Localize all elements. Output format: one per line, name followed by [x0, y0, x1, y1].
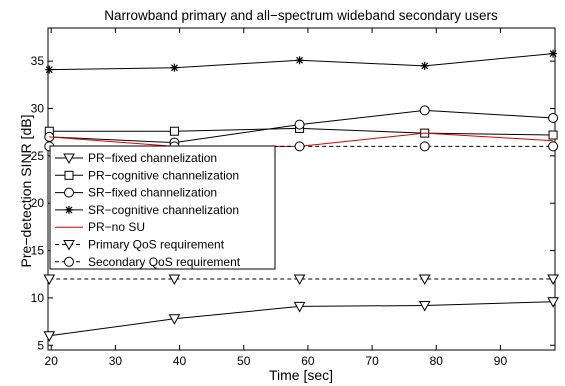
- legend-marker: [65, 205, 73, 214]
- y-tick-label: 15: [31, 244, 45, 258]
- legend-marker: [64, 187, 74, 198]
- data-point: [45, 65, 54, 74]
- data-point: [548, 130, 558, 140]
- legend-label: SR−fixed channelization: [88, 186, 217, 200]
- data-point: [43, 274, 56, 286]
- data-point: [419, 105, 430, 116]
- y-axis-label: Pre−detection SINR [dB]: [18, 115, 34, 268]
- x-tick-label: 20: [45, 354, 59, 368]
- data-point: [418, 274, 431, 286]
- y-tick-label: 20: [31, 196, 45, 210]
- chart-title: Narrowband primary and all−spectrum wide…: [104, 8, 498, 23]
- data-point: [43, 331, 56, 342]
- data-point: [294, 141, 305, 152]
- x-tick-label: 50: [237, 354, 251, 368]
- data-point: [170, 63, 179, 72]
- legend-marker: [64, 170, 74, 180]
- data-point: [420, 61, 429, 70]
- x-tick-label: 80: [430, 354, 444, 368]
- y-tick-label: 30: [31, 102, 45, 116]
- legend-marker: [64, 256, 74, 267]
- axes-frame: [47, 27, 556, 351]
- series-2: [44, 105, 559, 148]
- legend-label: PR−cognitive channelization: [88, 168, 239, 182]
- data-point: [294, 119, 305, 130]
- x-axis-label: Time [sec]: [269, 367, 333, 383]
- y-tick-label: 35: [31, 54, 45, 68]
- data-point: [548, 112, 559, 123]
- data-point: [419, 141, 430, 152]
- data-point: [168, 274, 181, 286]
- data-point: [548, 141, 559, 152]
- series-5: [43, 274, 559, 286]
- plot-area: 20 30 40 50 60 70 80 90 5 10 15 20 25 30 35: [31, 27, 559, 368]
- legend-label: Secondary QoS requirement: [88, 255, 241, 269]
- data-point: [293, 301, 306, 313]
- legend-label: Primary QoS requirement: [88, 238, 225, 252]
- legend-label: SR−cognitive channelization: [88, 203, 239, 217]
- x-tick-label: 30: [109, 354, 123, 368]
- data-point: [168, 314, 181, 325]
- legend-label: PR−no SU: [88, 220, 145, 234]
- data-point: [418, 300, 431, 312]
- legend: PR−fixed channelization PR−cognitive chan…: [49, 145, 276, 270]
- y-tick-label: 25: [31, 149, 45, 163]
- y-tick-label: 10: [31, 291, 45, 305]
- legend-box: [49, 145, 276, 270]
- data-point: [549, 49, 558, 58]
- data-point: [547, 297, 559, 308]
- data-point: [547, 274, 559, 286]
- x-tick-label: 40: [173, 354, 187, 368]
- legend-marker: [63, 153, 75, 165]
- series-3: [45, 49, 558, 74]
- data-point: [293, 274, 306, 286]
- legend-label: PR−fixed channelization: [88, 151, 217, 165]
- x-tick-label: 90: [494, 354, 508, 368]
- data-point: [169, 126, 179, 136]
- x-tick-label: 60: [301, 354, 315, 368]
- x-tick-label: 70: [365, 354, 379, 368]
- y-tick-label: 5: [37, 338, 44, 352]
- data-point: [295, 56, 304, 65]
- series-0: [43, 297, 559, 342]
- series-6: [44, 141, 559, 152]
- legend-marker: [63, 240, 75, 251]
